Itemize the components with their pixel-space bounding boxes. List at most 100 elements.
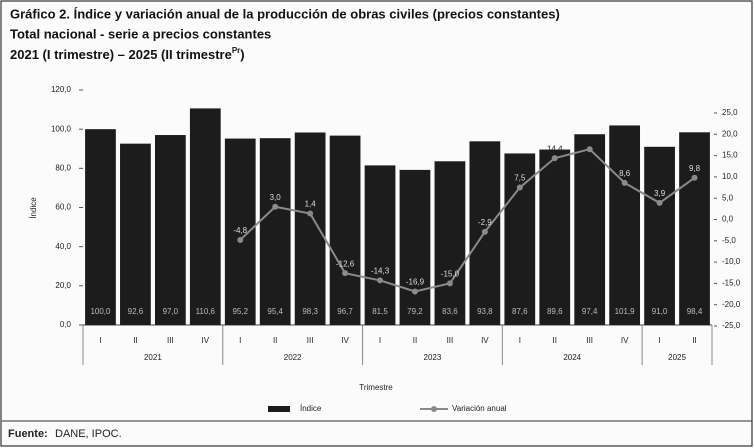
line-marker: [342, 270, 349, 277]
y-tick-label: 100,0: [51, 124, 72, 133]
period-text: 2021 (I trimestre) – 2025 (II trimestre: [10, 47, 232, 62]
line-value-label: -15,0: [441, 270, 460, 279]
line-marker: [586, 146, 593, 153]
bar: [539, 149, 571, 325]
x-tick-label: IV: [481, 336, 489, 345]
y2-tick-label: 10,0: [722, 172, 738, 181]
x-tick-label: II: [553, 336, 557, 345]
y-tick-label: 20,0: [55, 281, 71, 290]
bar-value-label: 96,7: [337, 307, 353, 316]
period-sup: Pr: [232, 46, 240, 55]
line-value-label: 7,5: [514, 174, 526, 183]
line-value-label: -16,9: [406, 278, 425, 287]
group-label: 2024: [563, 353, 581, 362]
bar: [504, 153, 536, 325]
line-value-label: 3,9: [654, 189, 666, 198]
y2-tick-label: -15,0: [722, 279, 741, 288]
y-tick-label: 0,0: [60, 320, 72, 329]
y2-tick-label: -10,0: [722, 257, 741, 266]
line-marker: [481, 228, 488, 235]
x-tick-label: I: [658, 336, 660, 345]
legend-label: Variación anual: [452, 404, 507, 413]
line-marker: [377, 277, 384, 284]
bar-value-label: 81,5: [372, 307, 388, 316]
bar: [644, 146, 675, 325]
y-axis-label: Índice: [29, 197, 38, 219]
chart-subtitle: Total nacional - serie a precios constan…: [10, 26, 271, 41]
bar-value-label: 87,6: [512, 307, 528, 316]
y-tick-label: 80,0: [55, 163, 71, 172]
line-marker: [446, 280, 453, 287]
bar-value-label: 79,2: [407, 307, 423, 316]
y2-tick-label: 25,0: [722, 108, 738, 117]
x-axis-label: Trimestre: [359, 383, 393, 392]
group-label: 2022: [284, 353, 302, 362]
y2-tick-label: 0,0: [722, 215, 734, 224]
source: DANE, IPOC.: [55, 428, 122, 440]
x-tick-label: III: [167, 336, 174, 345]
legend-swatch: [268, 406, 290, 412]
bar: [574, 134, 606, 325]
group-label: 2021: [144, 353, 162, 362]
bar: [329, 135, 361, 325]
line-value-label: 14,4: [547, 144, 563, 153]
line-value-label: 16,5: [582, 135, 598, 144]
bar: [679, 132, 710, 325]
bar: [224, 138, 256, 325]
y2-tick-label: 20,0: [722, 129, 738, 138]
bar: [399, 169, 431, 325]
y2-tick-label: -20,0: [722, 300, 741, 309]
bar: [609, 125, 641, 325]
y2-tick-label: 5,0: [722, 193, 734, 202]
bar-value-label: 89,6: [547, 307, 563, 316]
bar: [364, 165, 396, 325]
x-tick-label: IV: [341, 336, 349, 345]
x-tick-label: I: [379, 336, 381, 345]
line-value-label: 9,8: [689, 164, 701, 173]
source-label: Fuente:: [8, 428, 48, 440]
period-end: ): [240, 47, 244, 62]
bar-value-label: 101,9: [615, 307, 636, 316]
line-value-label: 3,0: [270, 193, 282, 202]
line-value-label: -4,8: [233, 226, 247, 235]
line: [239, 148, 696, 293]
x-tick-label: III: [447, 336, 454, 345]
x-tick-label: III: [307, 336, 314, 345]
x-tick-label: II: [133, 336, 137, 345]
chart-period: 2021 (I trimestre) – 2025 (II trimestreP…: [10, 46, 245, 62]
line-value-label: 1,4: [305, 200, 317, 209]
bar-value-label: 97,4: [582, 307, 598, 316]
x-tick-label: II: [692, 336, 696, 345]
y2-tick-label: -25,0: [722, 321, 741, 330]
x-tick-label: III: [586, 336, 593, 345]
legend-marker: [431, 406, 437, 412]
group-label: 2023: [424, 353, 442, 362]
bar-value-label: 83,6: [442, 307, 458, 316]
line-value-label: -2,9: [478, 218, 492, 227]
bar-value-label: 95,4: [267, 307, 283, 316]
x-tick-label: I: [239, 336, 241, 345]
x-tick-label: II: [413, 336, 417, 345]
y-tick-label: 60,0: [55, 203, 71, 212]
line-marker: [691, 174, 698, 181]
line-marker: [307, 210, 314, 217]
y2-tick-label: 15,0: [722, 151, 738, 160]
y-tick-label: 120,0: [51, 85, 72, 94]
bar-value-label: 92,6: [128, 307, 144, 316]
line-marker: [551, 155, 558, 162]
line-marker: [272, 203, 279, 210]
x-tick-label: II: [273, 336, 277, 345]
group-label: 2025: [668, 353, 686, 362]
bar: [294, 132, 326, 325]
x-tick-label: I: [519, 336, 521, 345]
bar: [259, 138, 291, 325]
chart-title: Gráfico 2. Índice y variación anual de l…: [10, 6, 560, 21]
bar: [154, 135, 186, 325]
line-marker: [237, 236, 244, 243]
line-marker: [411, 288, 418, 295]
line-marker: [621, 179, 628, 186]
bar-value-label: 97,0: [163, 307, 179, 316]
legend-label: Índice: [300, 404, 322, 413]
bar-value-label: 93,8: [477, 307, 493, 316]
